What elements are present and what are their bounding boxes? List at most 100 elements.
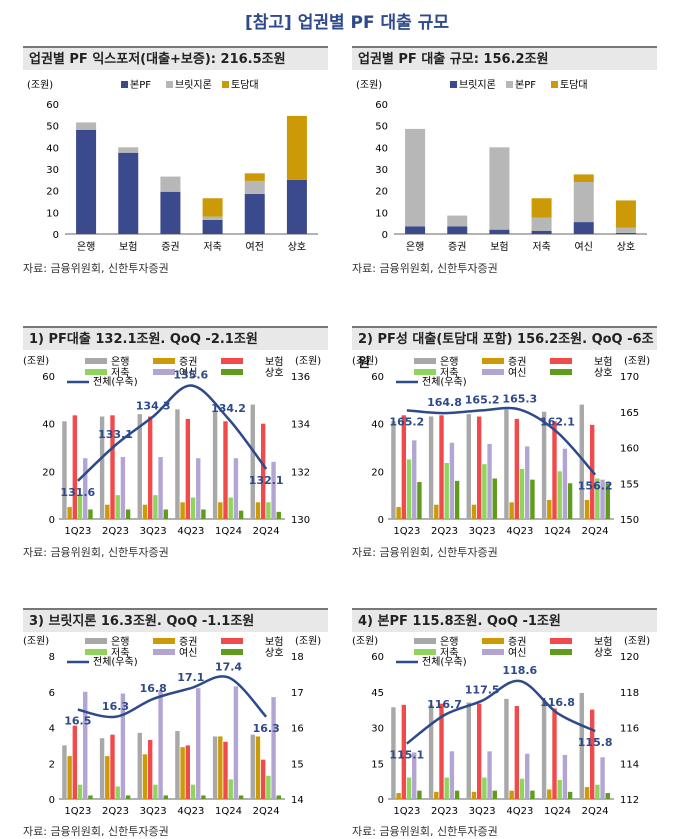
bar-segment bbox=[76, 130, 97, 234]
exposure-chart: (조원) 본PF 브릿지론 토담대 0 10 20 30 40 50 60 은행 보험 증권 저축 여전 상호 bbox=[27, 79, 318, 253]
legend-label: 상호 bbox=[594, 367, 612, 379]
x-tick-label: 3Q23 bbox=[469, 806, 496, 817]
y-tick-label: 60 bbox=[46, 100, 59, 111]
bar-segment bbox=[202, 198, 223, 217]
y-axis-label: (조원) bbox=[352, 635, 378, 647]
bar bbox=[562, 754, 568, 799]
x-tick-label: 1Q23 bbox=[64, 526, 91, 537]
x-tick-label: 2Q24 bbox=[253, 806, 280, 817]
legend-swatch bbox=[482, 369, 504, 375]
x-tick-label: 저축 bbox=[203, 241, 221, 253]
y2-axis-label: (조원) bbox=[624, 355, 650, 367]
bar bbox=[72, 725, 78, 799]
bar-segment bbox=[573, 174, 594, 182]
line-data-label: 116.7 bbox=[427, 698, 462, 711]
legend-label: 증권 bbox=[179, 356, 197, 368]
bar bbox=[449, 751, 455, 799]
x-tick-label: 1Q24 bbox=[215, 806, 242, 817]
bar bbox=[196, 458, 201, 519]
bar-segment bbox=[447, 226, 468, 234]
bar-segment bbox=[447, 215, 468, 227]
y-tick-label: 50 bbox=[375, 122, 388, 133]
legend-label: 본PF bbox=[515, 79, 536, 91]
legend-label: 은행 bbox=[111, 636, 129, 648]
legend-swatch bbox=[482, 358, 504, 364]
bar bbox=[579, 404, 584, 519]
bar bbox=[482, 464, 487, 519]
y-tick-label: 15 bbox=[371, 759, 384, 770]
bar bbox=[201, 795, 206, 799]
y-tick-label: 10 bbox=[46, 208, 59, 219]
bar bbox=[509, 790, 514, 799]
y-tick-label: 40 bbox=[371, 420, 384, 431]
bar bbox=[201, 509, 206, 519]
bar bbox=[260, 423, 266, 519]
bar bbox=[530, 790, 535, 799]
bar bbox=[595, 478, 600, 519]
x-tick-label: 4Q23 bbox=[177, 806, 204, 817]
bar-segment bbox=[118, 152, 139, 234]
bar bbox=[454, 790, 460, 799]
y-tick-label: 0 bbox=[382, 230, 388, 241]
source-note: 자료: 금융위원회, 신한투자증권 bbox=[23, 262, 169, 275]
bar-segment bbox=[531, 217, 552, 231]
x-tick-label: 2Q23 bbox=[102, 806, 129, 817]
bar bbox=[67, 756, 72, 799]
bar bbox=[428, 704, 434, 799]
y-tick-label: 20 bbox=[371, 467, 384, 478]
line-data-label: 115.1 bbox=[389, 749, 424, 762]
bar bbox=[428, 416, 434, 519]
x-tick-label: 상호 bbox=[288, 241, 306, 253]
y2-tick-label: 165 bbox=[620, 408, 639, 419]
bar bbox=[190, 784, 196, 799]
bar bbox=[115, 786, 120, 799]
legend-label: 보험 bbox=[265, 636, 283, 648]
legend-label: 전체(우축) bbox=[422, 656, 467, 668]
y2-tick-label: 15 bbox=[291, 759, 304, 770]
legend-swatch bbox=[450, 81, 457, 88]
y-tick-label: 20 bbox=[42, 467, 55, 478]
bar bbox=[212, 736, 218, 799]
line-data-label: 17.4 bbox=[215, 660, 242, 673]
x-tick-label: 1Q24 bbox=[544, 526, 571, 537]
y2-tick-label: 18 bbox=[291, 652, 304, 663]
y-tick-label: 40 bbox=[42, 420, 55, 431]
bar bbox=[487, 751, 492, 799]
y-tick-label: 0 bbox=[378, 795, 384, 806]
bar bbox=[487, 443, 492, 519]
bar bbox=[238, 795, 244, 799]
y2-tick-label: 114 bbox=[620, 759, 639, 770]
y-tick-label: 20 bbox=[46, 187, 59, 198]
line-data-label: 117.5 bbox=[465, 684, 500, 697]
bar-segment bbox=[244, 193, 265, 234]
bar bbox=[163, 795, 168, 799]
chart-title: 4) 본PF 115.8조원. QoQ -1조원 bbox=[352, 608, 657, 632]
bar bbox=[250, 734, 255, 799]
bar bbox=[541, 700, 547, 799]
bar bbox=[584, 787, 590, 799]
bar bbox=[504, 409, 509, 519]
x-tick-label: 1Q23 bbox=[393, 806, 420, 817]
legend-swatch bbox=[414, 638, 436, 644]
y-tick-label: 0 bbox=[378, 515, 384, 526]
bar bbox=[471, 504, 477, 519]
bar-segment bbox=[489, 229, 510, 234]
legend-swatch bbox=[85, 358, 107, 364]
x-tick-label: 보험 bbox=[490, 241, 508, 253]
chart-panel-pf-loan: 1) PF대출 132.1조원. QoQ -2.1조원 (조원) (조원) 은행 증권… bbox=[23, 326, 328, 566]
y2-tick-label: 150 bbox=[620, 515, 639, 526]
source-note: 자료: 금융위원회, 신한투자증권 bbox=[352, 825, 498, 838]
bar bbox=[238, 510, 244, 519]
bar bbox=[196, 688, 201, 799]
bar bbox=[417, 482, 422, 519]
legend-swatch bbox=[221, 358, 243, 364]
bar bbox=[557, 471, 562, 519]
y-tick-label: 8 bbox=[49, 652, 55, 663]
x-tick-label: 3Q23 bbox=[140, 526, 167, 537]
legend-label: 토담대 bbox=[231, 79, 259, 91]
x-tick-label: 1Q24 bbox=[215, 526, 242, 537]
y-tick-label: 4 bbox=[49, 724, 55, 735]
y-axis-label: (조원) bbox=[27, 79, 53, 91]
bar-segment bbox=[615, 232, 636, 234]
x-tick-label: 2Q23 bbox=[431, 806, 458, 817]
